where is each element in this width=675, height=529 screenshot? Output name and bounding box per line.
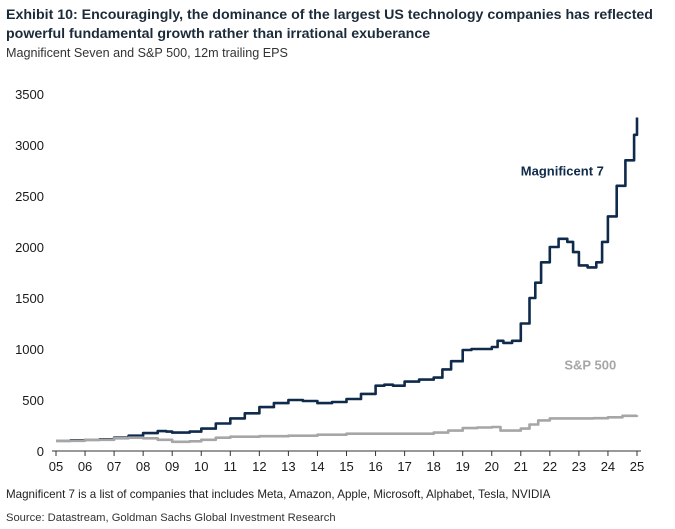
sp500-label: S&P 500 <box>564 357 616 372</box>
x-tick-label: 20 <box>485 459 499 474</box>
x-tick-label: 06 <box>78 459 92 474</box>
y-tick-label: 0 <box>37 444 44 459</box>
chart-subtitle: Magnificent Seven and S&P 500, 12m trail… <box>6 46 288 60</box>
x-tick-label: 05 <box>49 459 63 474</box>
chart-series <box>56 117 639 444</box>
x-tick-label: 19 <box>455 459 469 474</box>
sp500-series-line <box>56 414 639 444</box>
y-tick-label: 1000 <box>15 342 44 357</box>
y-tick-label: 2500 <box>15 189 44 204</box>
x-tick-label: 23 <box>572 459 586 474</box>
magnificent-7-label: Magnificent 7 <box>521 164 604 179</box>
x-tick-label: 08 <box>136 459 150 474</box>
chart-axes: 0 500 1000 1500 2000 2500 3000 3500 05 06 07 08 09 10… <box>15 87 644 474</box>
x-tick-label: 10 <box>194 459 208 474</box>
y-tick-label: 3000 <box>15 138 44 153</box>
x-tick-label: 21 <box>514 459 528 474</box>
x-tick-label: 24 <box>601 459 615 474</box>
x-tick-label: 17 <box>397 459 411 474</box>
x-tick-label: 12 <box>252 459 266 474</box>
x-tick-label: 07 <box>107 459 121 474</box>
y-tick-label: 1500 <box>15 291 44 306</box>
source-note: Source: Datastream, Goldman Sachs Global… <box>6 512 336 524</box>
x-tick-label: 25 <box>630 459 644 474</box>
x-tick-label: 15 <box>339 459 353 474</box>
magnificent-7-series-line <box>56 117 639 443</box>
exhibit-title: Exhibit 10: Encouragingly, the dominance… <box>6 7 653 42</box>
x-tick-label: 16 <box>368 459 382 474</box>
y-tick-label: 500 <box>22 393 44 408</box>
y-tick-label: 2000 <box>15 240 44 255</box>
chart-labels: Magnificent 7 S&P 500 <box>521 164 616 373</box>
x-tick-label: 14 <box>310 459 324 474</box>
x-tick-label: 11 <box>224 459 238 474</box>
x-tick-label: 18 <box>426 459 440 474</box>
x-tick-label: 09 <box>165 459 179 474</box>
y-tick-label: 3500 <box>15 87 44 102</box>
footnote: Magnificent 7 is a list of companies tha… <box>6 488 551 501</box>
x-tick-label: 13 <box>281 459 295 474</box>
x-tick-label: 22 <box>543 459 557 474</box>
